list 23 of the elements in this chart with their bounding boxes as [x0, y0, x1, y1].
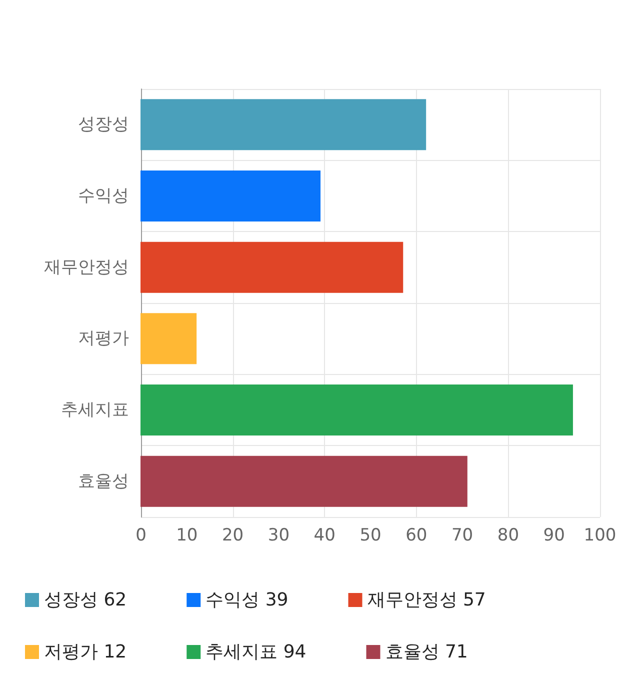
- y-tick-label: 효율성: [78, 471, 129, 492]
- x-tick-label: 30: [268, 526, 290, 546]
- y-tick-label: 재무안정성: [44, 257, 129, 278]
- x-tick-label: 90: [543, 526, 565, 546]
- legend-label: 재무안정성 57: [367, 590, 486, 610]
- x-tick-label: 100: [584, 526, 616, 546]
- x-tick-label: 40: [314, 526, 336, 546]
- x-tick-label: 0: [136, 526, 146, 546]
- y-tick-label: 성장성: [78, 114, 129, 135]
- legend-label: 성장성 62: [44, 590, 127, 610]
- y-tick-label: 수익성: [78, 186, 129, 206]
- x-tick-label: 70: [451, 526, 474, 546]
- x-tick-label: 80: [497, 526, 520, 546]
- x-tick-label: 50: [360, 526, 382, 546]
- y-tick-label: 저평가: [78, 328, 129, 349]
- legend-label: 추세지표 94: [206, 642, 306, 662]
- x-tick-label: 20: [222, 526, 244, 546]
- y-tick-label: 추세지표: [61, 400, 129, 420]
- legend-label: 수익성 39: [206, 590, 288, 610]
- x-tick-label: 60: [406, 526, 428, 546]
- legend-label: 저평가 12: [44, 642, 127, 662]
- x-tick-label: 10: [176, 526, 198, 546]
- legend-label: 효율성 71: [385, 642, 468, 662]
